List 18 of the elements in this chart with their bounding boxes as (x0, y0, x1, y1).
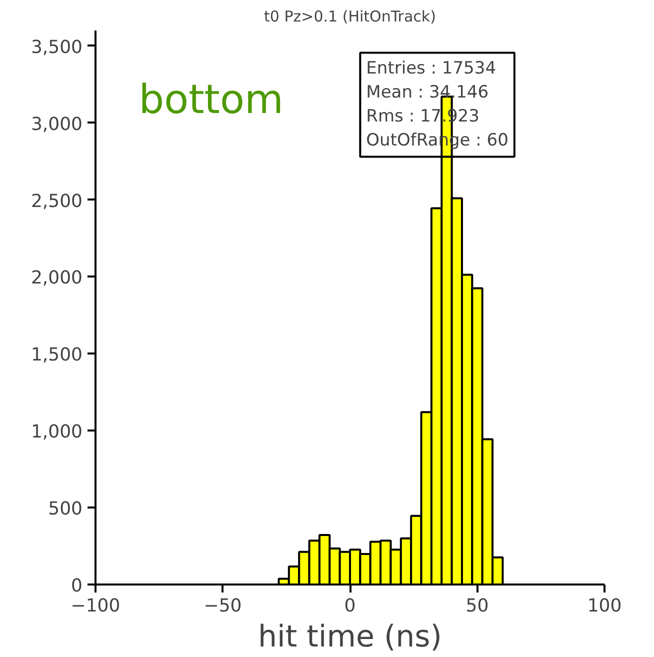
y-tick-label: 500 (48, 498, 83, 520)
x-tick-label: 100 (587, 596, 622, 616)
x-tick-label: 50 (466, 596, 489, 616)
y-tick-label: 1,500 (30, 344, 82, 366)
annotation: Mean : 34.146 (366, 82, 489, 103)
y-tick-label: 3,500 (30, 36, 82, 58)
y-tick-label: 1,000 (30, 422, 82, 443)
annotation: Entries : 17534 (366, 58, 496, 79)
x-axis-title: hit time (ns) (258, 620, 442, 654)
y-tick-label: 0 (71, 576, 82, 596)
x-tick-label: −100 (70, 596, 120, 616)
x-tick-label: 0 (344, 596, 356, 616)
chart-title: t0 Pz>0.1 (HitOnTrack) (264, 8, 436, 26)
y-tick-label: 3,000 (30, 114, 82, 135)
y-tick-label: 2,500 (30, 190, 82, 212)
x-tick-label: −50 (204, 596, 242, 616)
y-tick-label: 2,000 (30, 268, 82, 289)
annotation: bottom (138, 76, 284, 123)
